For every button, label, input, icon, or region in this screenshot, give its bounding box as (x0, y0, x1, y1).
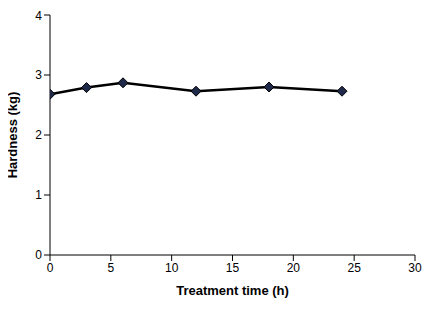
svg-text:2: 2 (35, 128, 42, 142)
svg-text:10: 10 (165, 261, 179, 275)
svg-text:3: 3 (35, 68, 42, 82)
svg-text:0: 0 (47, 261, 54, 275)
svg-text:0: 0 (35, 248, 42, 262)
svg-text:5: 5 (107, 261, 114, 275)
svg-text:30: 30 (408, 261, 422, 275)
svg-text:15: 15 (226, 261, 240, 275)
svg-text:Treatment time (h): Treatment time (h) (176, 283, 289, 298)
svg-text:25: 25 (347, 261, 361, 275)
svg-text:20: 20 (287, 261, 301, 275)
svg-text:1: 1 (35, 188, 42, 202)
svg-text:Hardness (kg): Hardness (kg) (8, 92, 20, 179)
svg-text:4: 4 (35, 9, 42, 23)
